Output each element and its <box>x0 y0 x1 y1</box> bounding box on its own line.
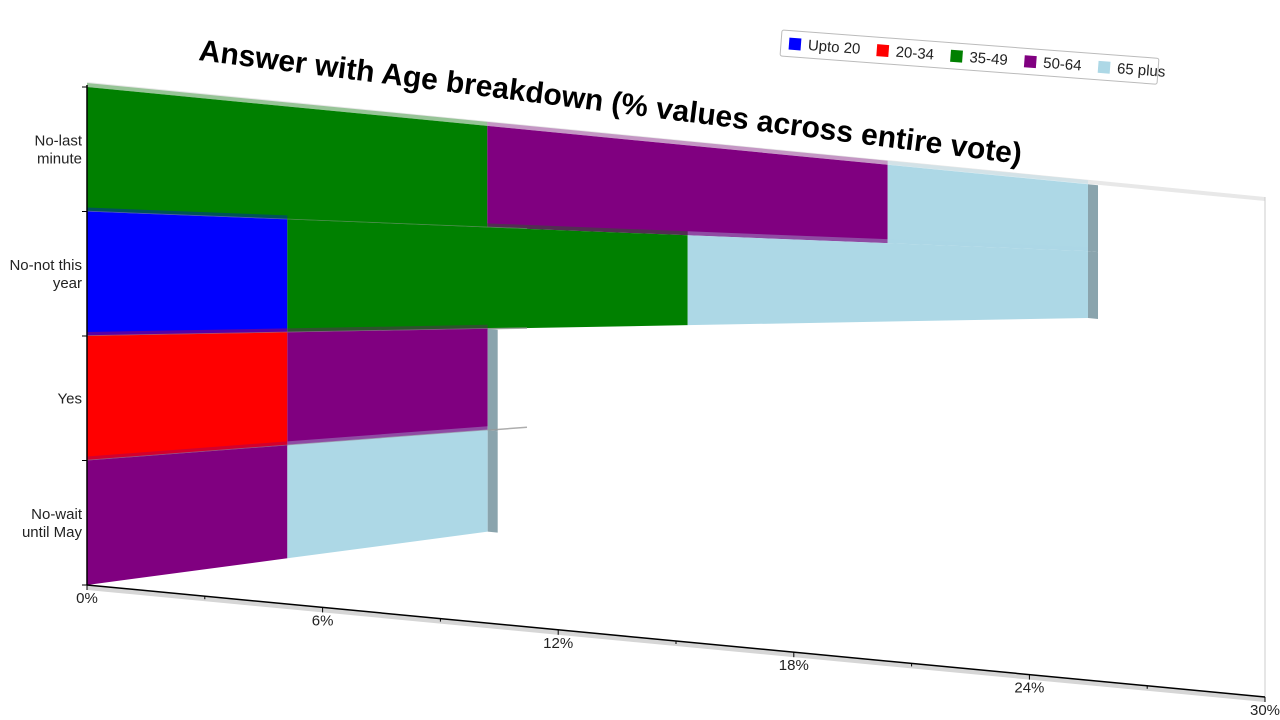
bar-no-wait-until-may-50-64 <box>87 445 288 585</box>
legend-swatch <box>788 37 802 51</box>
legend-entry: 65 plus <box>1116 60 1166 81</box>
bar-top-face <box>287 426 488 446</box>
legend-swatch <box>1023 55 1037 69</box>
x-tick-label: 6% <box>312 612 334 629</box>
legend-swatch <box>876 44 890 58</box>
bar-top-face <box>87 83 488 126</box>
category-label: minute <box>37 150 82 167</box>
legend-entry: 50-64 <box>1043 55 1083 75</box>
x-tick-label: 30% <box>1250 702 1280 719</box>
legend-box: Upto 20 20-34 35-49 50-64 65 plus <box>779 29 1166 85</box>
x-tick-label: 12% <box>543 635 573 652</box>
bar-no-last-minute-65-plus <box>887 164 1089 252</box>
bar-yes-50-64 <box>287 328 488 446</box>
legend-swatch <box>1097 60 1111 74</box>
bars <box>86 83 1099 585</box>
category-label: Yes <box>58 390 82 407</box>
legend-entry: Upto 20 <box>807 37 861 58</box>
bar-no-last-minute-50-64 <box>487 125 888 244</box>
x-tick-label: 18% <box>779 657 809 674</box>
bar-no-not-this-year-65-plus <box>687 235 1089 326</box>
bar-no-not-this-year-35-49 <box>287 219 688 333</box>
bar-top-face <box>687 231 1089 252</box>
category-label: No-not this <box>9 257 82 274</box>
category-label: year <box>53 275 82 292</box>
bar-top-face <box>887 160 1089 185</box>
bar-top-face <box>487 121 888 165</box>
bar-yes-20-34 <box>87 332 288 461</box>
legend: Upto 20 20-34 35-49 50-64 65 plus <box>779 29 1166 85</box>
category-label: No-wait <box>31 506 83 523</box>
legend-entry: 35-49 <box>969 49 1009 69</box>
bar-top-face <box>287 215 688 236</box>
category-label: until May <box>22 524 83 541</box>
x-tick-label: 24% <box>1014 680 1044 697</box>
bar-top-face <box>287 324 488 333</box>
bar-top-face <box>87 207 288 220</box>
bar-side-face <box>1088 251 1099 319</box>
bar-no-last-minute-35-49 <box>87 87 488 228</box>
bar-side-face <box>1088 184 1099 253</box>
legend-frame <box>779 29 1160 85</box>
x-tick-label: 0% <box>76 590 98 607</box>
bar-side-face <box>487 328 498 432</box>
bar-top-face <box>87 441 288 461</box>
category-label: No-last <box>34 132 82 149</box>
top-wall <box>87 82 1265 201</box>
legend-entry: 20-34 <box>895 44 935 64</box>
legend-swatch <box>950 49 963 63</box>
bar-no-not-this-year-upto-20 <box>87 211 288 336</box>
bar-side-face <box>487 430 498 533</box>
bar-no-wait-until-may-65-plus <box>287 430 488 559</box>
bar-top-face <box>87 328 288 336</box>
